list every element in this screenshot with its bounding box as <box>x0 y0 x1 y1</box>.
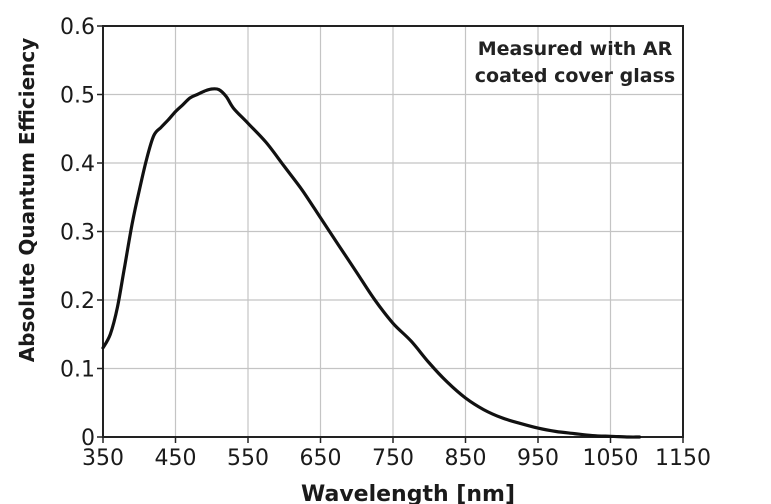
x-tick-label: 850 <box>445 446 487 471</box>
y-axis-ticks: 0 0.1 0.2 0.3 0.4 0.5 0.6 <box>60 15 103 451</box>
y-tick-label: 0.3 <box>60 221 95 246</box>
y-axis-title: Absolute Quantum Efficiency <box>15 38 39 363</box>
y-tick-label: 0.5 <box>60 84 95 109</box>
x-tick-label: 1050 <box>583 446 639 471</box>
x-tick-label: 350 <box>82 446 124 471</box>
annotation-line-1: Measured with AR <box>478 38 673 60</box>
x-tick-label: 1150 <box>655 446 711 471</box>
y-tick-label: 0.6 <box>60 15 95 40</box>
x-tick-label: 750 <box>372 446 414 471</box>
qe-curve <box>101 87 642 439</box>
y-tick-label: 0.2 <box>60 289 95 314</box>
y-tick-label: 0.1 <box>60 358 95 383</box>
grid <box>103 26 683 437</box>
y-tick-label: 0 <box>81 426 95 451</box>
x-tick-label: 550 <box>227 446 269 471</box>
x-tick-label: 950 <box>517 446 559 471</box>
y-tick-label: 0.4 <box>60 152 95 177</box>
x-tick-label: 450 <box>155 446 197 471</box>
annotation-line-2: coated cover glass <box>475 65 675 87</box>
x-tick-label: 650 <box>300 446 342 471</box>
x-axis-title: Wavelength [nm] <box>301 482 515 504</box>
x-axis-ticks: 350 450 550 650 750 850 950 1050 1150 <box>82 437 711 471</box>
